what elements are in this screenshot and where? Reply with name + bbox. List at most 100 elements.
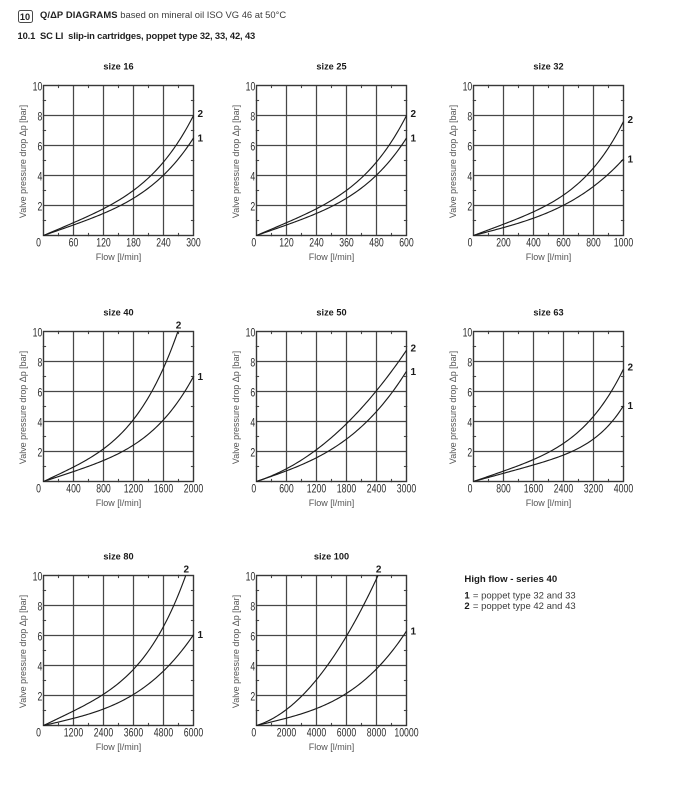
svg-text:0: 0 (251, 482, 256, 496)
svg-text:Flow [l/min]: Flow [l/min] (96, 742, 142, 752)
svg-text:Valve pressure drop Δp [bar]: Valve pressure drop Δp [bar] (448, 351, 458, 464)
svg-text:0: 0 (36, 726, 41, 740)
svg-text:size 63: size 63 (533, 307, 563, 317)
svg-text:2: 2 (37, 690, 42, 704)
svg-text:180: 180 (126, 236, 141, 250)
svg-text:High flow - series 40: High flow - series 40 (464, 574, 557, 585)
svg-text:10: 10 (246, 570, 256, 584)
svg-text:0: 0 (468, 236, 473, 250)
svg-text:8: 8 (250, 600, 255, 614)
svg-text:6: 6 (250, 140, 255, 154)
svg-text:Flow [l/min]: Flow [l/min] (526, 252, 572, 262)
svg-text:6: 6 (37, 140, 42, 154)
svg-text:10000: 10000 (394, 726, 418, 740)
svg-text:0: 0 (251, 726, 256, 740)
svg-text:10: 10 (463, 80, 473, 94)
svg-text:Valve pressure drop Δp [bar]: Valve pressure drop Δp [bar] (18, 595, 28, 708)
svg-text:4: 4 (250, 170, 255, 184)
svg-text:4: 4 (250, 416, 255, 430)
svg-text:2: 2 (176, 320, 182, 331)
svg-text:600: 600 (556, 236, 571, 250)
svg-text:360: 360 (339, 236, 354, 250)
svg-text:120: 120 (96, 236, 111, 250)
svg-text:Flow [l/min]: Flow [l/min] (96, 498, 142, 508)
svg-text:2= poppet type 42 and 43: 2 = poppet type 42 and 43 (464, 601, 575, 612)
svg-text:2: 2 (628, 115, 634, 126)
svg-text:size 50: size 50 (316, 307, 346, 317)
svg-text:Valve pressure drop Δp [bar]: Valve pressure drop Δp [bar] (448, 105, 458, 218)
svg-text:2: 2 (37, 200, 42, 214)
svg-text:size 32: size 32 (533, 61, 563, 71)
svg-text:2: 2 (376, 564, 382, 575)
svg-text:800: 800 (96, 482, 111, 496)
svg-text:8000: 8000 (367, 726, 386, 740)
svg-text:3600: 3600 (124, 726, 143, 740)
svg-text:10: 10 (33, 570, 43, 584)
svg-text:1: 1 (411, 367, 417, 378)
svg-text:1600: 1600 (524, 482, 543, 496)
svg-text:10: 10 (33, 80, 43, 94)
svg-text:60: 60 (69, 236, 79, 250)
svg-text:2: 2 (250, 690, 255, 704)
svg-text:Flow [l/min]: Flow [l/min] (309, 252, 355, 262)
svg-text:1200: 1200 (124, 482, 143, 496)
svg-text:0: 0 (251, 236, 256, 250)
svg-text:2: 2 (467, 446, 472, 460)
svg-text:4800: 4800 (154, 726, 173, 740)
svg-text:6: 6 (37, 386, 42, 400)
svg-text:2: 2 (411, 109, 417, 120)
svg-text:1600: 1600 (154, 482, 173, 496)
svg-text:2400: 2400 (367, 482, 386, 496)
svg-text:8: 8 (467, 110, 472, 124)
svg-text:size 25: size 25 (316, 61, 346, 71)
svg-text:10: 10 (246, 326, 256, 340)
svg-text:10: 10 (463, 326, 473, 340)
svg-text:2: 2 (467, 200, 472, 214)
svg-text:6: 6 (467, 140, 472, 154)
svg-text:10: 10 (246, 80, 256, 94)
svg-text:8: 8 (467, 356, 472, 370)
svg-text:2000: 2000 (277, 726, 296, 740)
svg-text:1= poppet type 32 and 33: 1 = poppet type 32 and 33 (464, 590, 575, 601)
svg-text:4: 4 (37, 660, 42, 674)
svg-text:600: 600 (399, 236, 414, 250)
svg-text:120: 120 (279, 236, 294, 250)
svg-text:Valve pressure drop Δp [bar]: Valve pressure drop Δp [bar] (18, 351, 28, 464)
svg-text:3200: 3200 (584, 482, 603, 496)
svg-text:1200: 1200 (64, 726, 83, 740)
svg-text:6: 6 (37, 630, 42, 644)
svg-text:8: 8 (250, 110, 255, 124)
svg-text:400: 400 (66, 482, 81, 496)
svg-text:Flow [l/min]: Flow [l/min] (309, 742, 355, 752)
svg-text:Flow [l/min]: Flow [l/min] (526, 498, 572, 508)
svg-text:2: 2 (37, 446, 42, 460)
svg-text:size 16: size 16 (103, 61, 133, 71)
svg-text:8: 8 (250, 356, 255, 370)
svg-text:1000: 1000 (614, 236, 633, 250)
svg-text:240: 240 (156, 236, 171, 250)
svg-text:Valve pressure drop Δp [bar]: Valve pressure drop Δp [bar] (231, 351, 241, 464)
svg-text:2000: 2000 (184, 482, 203, 496)
svg-text:1: 1 (628, 401, 634, 412)
svg-text:240: 240 (309, 236, 324, 250)
svg-text:600: 600 (279, 482, 294, 496)
svg-text:4000: 4000 (307, 726, 326, 740)
svg-text:0: 0 (36, 482, 41, 496)
svg-text:Flow [l/min]: Flow [l/min] (309, 498, 355, 508)
svg-text:4: 4 (37, 416, 42, 430)
svg-text:size 40: size 40 (103, 307, 133, 317)
svg-text:size 80: size 80 (103, 551, 133, 561)
svg-text:1: 1 (198, 630, 204, 641)
svg-text:2400: 2400 (94, 726, 113, 740)
svg-text:0: 0 (36, 236, 41, 250)
svg-text:Valve pressure drop Δp [bar]: Valve pressure drop Δp [bar] (231, 595, 241, 708)
svg-text:300: 300 (186, 236, 201, 250)
svg-text:size 100: size 100 (314, 551, 349, 561)
svg-text:Flow [l/min]: Flow [l/min] (96, 252, 142, 262)
svg-text:400: 400 (526, 236, 541, 250)
svg-text:1: 1 (198, 372, 204, 383)
svg-text:Valve pressure drop Δp [bar]: Valve pressure drop Δp [bar] (18, 105, 28, 218)
svg-text:2: 2 (411, 344, 417, 355)
svg-text:0: 0 (468, 482, 473, 496)
svg-text:6000: 6000 (184, 726, 203, 740)
